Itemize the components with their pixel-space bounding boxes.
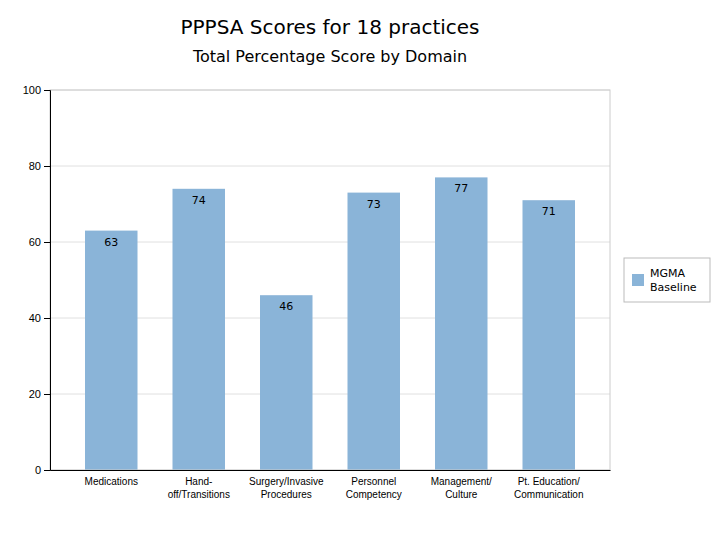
x-tick-label: Medications	[85, 476, 138, 487]
subtitle: Total Percentage Score by Domain	[192, 47, 467, 66]
bar	[435, 177, 488, 470]
title: PPPSA Scores for 18 practices	[180, 15, 479, 39]
legend-frame	[624, 258, 710, 302]
y-tick: 40	[29, 312, 50, 324]
y-tick-mark	[44, 394, 50, 395]
data-label: 71	[542, 205, 556, 218]
bar	[85, 231, 138, 470]
y-tick-mark	[44, 166, 50, 167]
x-tick: Pt. Education/Communication	[514, 476, 583, 500]
y-tick-label: 60	[29, 236, 41, 248]
y-tick-mark	[44, 470, 50, 471]
data-labels: 63 74 46 73 77 71	[104, 182, 556, 313]
x-tick: Medications	[85, 476, 138, 487]
x-tick-label: Management/Culture	[431, 476, 492, 500]
y-tick: 100	[23, 84, 50, 96]
x-tick: PersonnelCompetency	[346, 476, 402, 500]
bar	[523, 200, 576, 470]
bars	[85, 177, 575, 470]
x-tick: Hand-off/Transitions	[168, 476, 230, 500]
x-tick: Surgery/InvasiveProcedures	[249, 476, 324, 500]
y-axis-line	[44, 91, 51, 471]
x-tick-label: PersonnelCompetency	[346, 476, 402, 500]
y-tick: 60	[29, 236, 50, 248]
y-tick-label: 0	[35, 464, 41, 476]
plot-frame	[50, 90, 610, 470]
data-label: 73	[367, 198, 381, 211]
legend-label: MGMABaseline	[650, 267, 697, 294]
legend-swatch	[632, 274, 644, 286]
y-tick-mark	[44, 90, 50, 91]
plot: 0 20 40 60 80 100 Medications Hand-off/Transiti…	[23, 84, 611, 500]
data-label: 74	[192, 194, 206, 207]
legend: MGMABaseline	[624, 258, 710, 302]
x-tick-label: Hand-off/Transitions	[168, 476, 230, 500]
y-tick-label: 40	[29, 312, 41, 324]
y-tick-mark	[44, 242, 50, 243]
y-tick-label: 80	[29, 160, 41, 172]
bar	[173, 189, 226, 470]
data-label: 77	[454, 182, 468, 195]
x-tick-label: Surgery/InvasiveProcedures	[249, 476, 324, 500]
y-tick-mark	[44, 318, 50, 319]
x-tick-label: Pt. Education/Communication	[514, 476, 583, 500]
y-tick-label: 100	[23, 84, 41, 96]
y-tick: 80	[29, 160, 50, 172]
grid-line	[50, 166, 610, 167]
y-tick-label: 20	[29, 388, 41, 400]
y-tick: 20	[29, 388, 50, 400]
x-tick: Management/Culture	[431, 476, 492, 500]
grid	[50, 90, 610, 470]
chart: 0 20 40 60 80 100 Medications Hand-off/Transiti…	[0, 0, 720, 540]
data-label: 46	[279, 300, 293, 313]
bar	[348, 193, 401, 470]
data-label: 63	[104, 236, 118, 249]
bar	[260, 295, 313, 470]
y-axis: 0 20 40 60 80 100	[23, 84, 51, 476]
x-axis: Medications Hand-off/Transitions Surgery/I…	[51, 471, 611, 500]
y-tick: 0	[35, 464, 50, 476]
x-axis-line	[51, 470, 611, 471]
